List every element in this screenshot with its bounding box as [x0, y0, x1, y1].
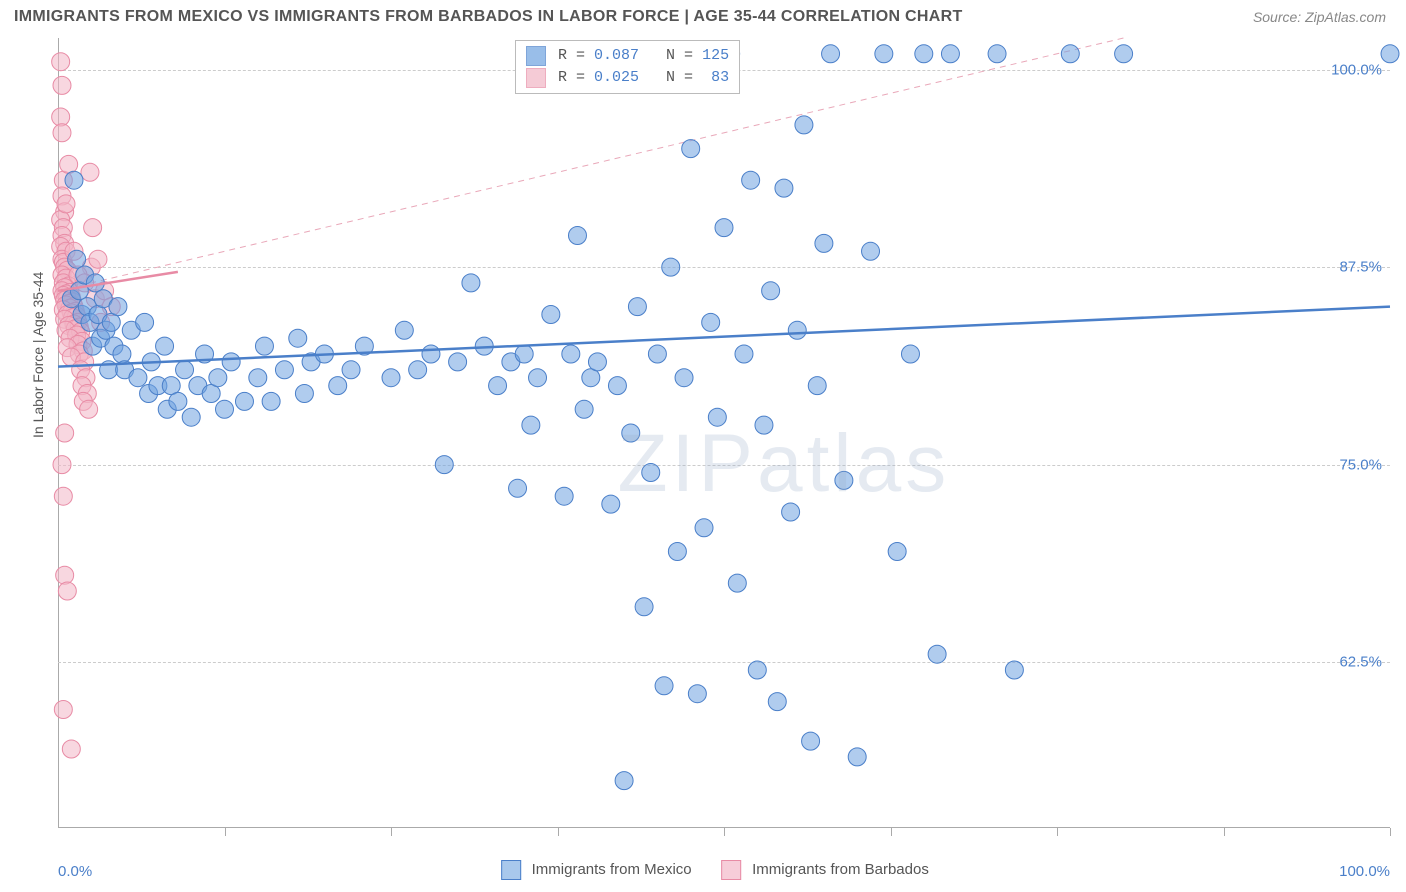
legend-label: Immigrants from Mexico	[532, 861, 692, 878]
y-tick-label: 62.5%	[1339, 654, 1382, 671]
series-legend: Immigrants from Mexico Immigrants from B…	[501, 860, 929, 880]
correlation-legend-box: R = 0.087 N = 125R = 0.025 N = 83	[515, 40, 740, 94]
legend-swatch-icon	[501, 860, 521, 880]
chart-area: In Labor Force | Age 35-44 ZIPatlas R = …	[40, 38, 1390, 828]
source-attribution: Source: ZipAtlas.com	[1253, 9, 1386, 25]
y-tick-label: 87.5%	[1339, 259, 1382, 276]
legend-stat-row: R = 0.087 N = 125	[526, 45, 729, 67]
y-axis-label: In Labor Force | Age 35-44	[30, 272, 46, 438]
legend-item-barbados: Immigrants from Barbados	[722, 860, 929, 880]
chart-title: IMMIGRANTS FROM MEXICO VS IMMIGRANTS FRO…	[14, 8, 963, 26]
legend-label: Immigrants from Barbados	[752, 861, 929, 878]
legend-swatch-icon	[722, 860, 742, 880]
scatter-plot-svg	[58, 38, 1390, 828]
legend-stat-row: R = 0.025 N = 83	[526, 67, 729, 89]
y-tick-label: 100.0%	[1331, 61, 1382, 78]
y-tick-label: 75.0%	[1339, 456, 1382, 473]
x-axis-max-label: 100.0%	[1339, 863, 1390, 880]
x-axis-min-label: 0.0%	[58, 863, 92, 880]
legend-item-mexico: Immigrants from Mexico	[501, 860, 691, 880]
